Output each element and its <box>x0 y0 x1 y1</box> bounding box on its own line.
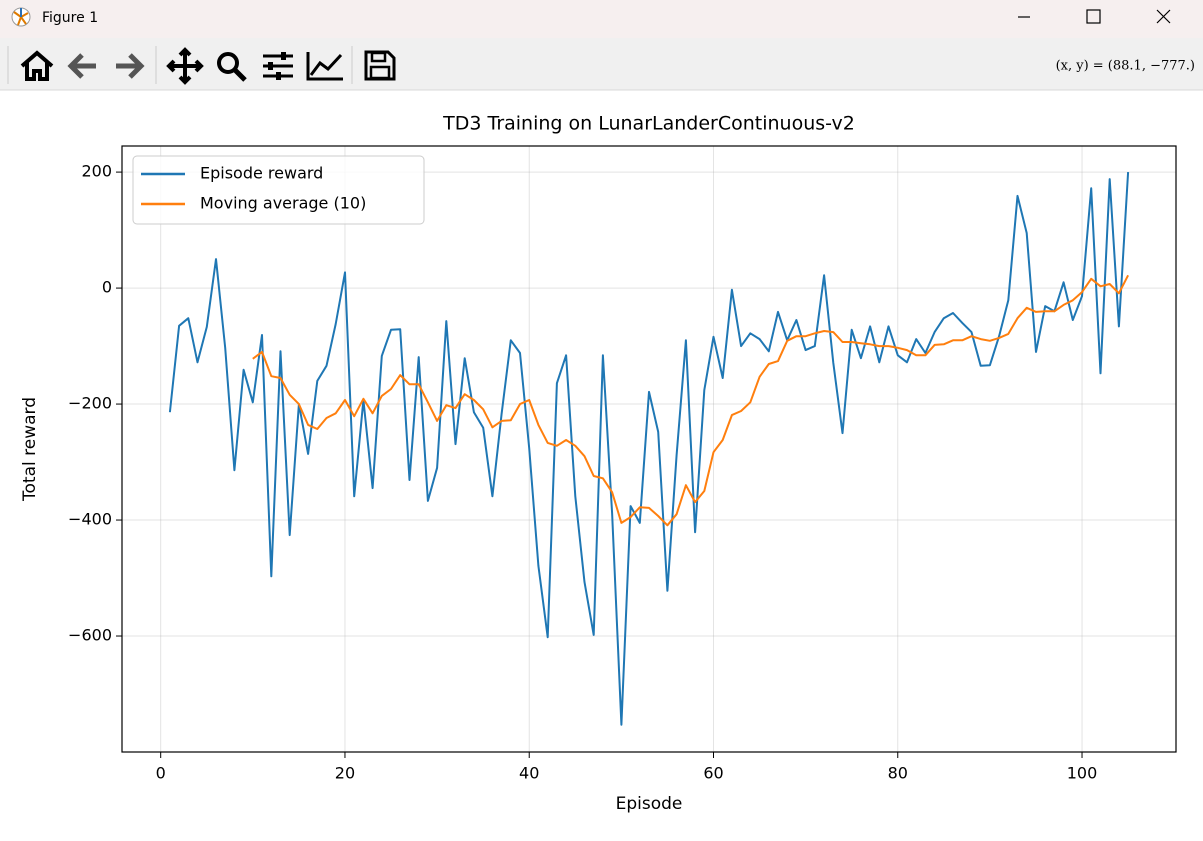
legend-label: Moving average (10) <box>200 194 366 213</box>
home-button[interactable] <box>20 50 54 81</box>
save-button[interactable] <box>364 50 396 81</box>
x-axis-label: Episode <box>616 794 683 814</box>
legend-box <box>132 155 425 225</box>
data-line <box>168 172 1130 726</box>
x-tick-label: 60 <box>703 764 723 783</box>
axes-button[interactable] <box>306 52 343 81</box>
axes-frame <box>121 145 1177 753</box>
pan-button[interactable] <box>166 47 204 85</box>
app-icon <box>11 7 31 27</box>
coordinate-status: (x, y) = (88.1, −777.) <box>1056 59 1195 74</box>
title-bar <box>0 0 1203 38</box>
chart: TD3 Training on LunarLanderContinuous-v2… <box>20 113 1177 814</box>
y-tick-label: 0 <box>102 278 112 297</box>
window-title: Figure 1 <box>42 10 98 26</box>
maximize-button[interactable] <box>1086 9 1101 24</box>
close-button[interactable] <box>1156 9 1171 24</box>
plot-area <box>168 172 1130 726</box>
x-tick-label: 40 <box>519 764 539 783</box>
zoom-button[interactable] <box>217 52 247 82</box>
y-tick-label: −600 <box>68 626 112 645</box>
subplots-button[interactable] <box>263 52 293 80</box>
data-line <box>252 274 1129 527</box>
y-tick-label: −200 <box>68 394 112 413</box>
forward-button[interactable] <box>116 53 145 79</box>
x-tick-label: 20 <box>335 764 355 783</box>
x-tick-label: 80 <box>888 764 908 783</box>
y-axis-label: Total reward <box>20 397 40 502</box>
chart-title: TD3 Training on LunarLanderContinuous-v2 <box>442 113 855 135</box>
legend-label: Episode reward <box>200 164 323 183</box>
back-button[interactable] <box>67 53 96 79</box>
x-tick-label: 100 <box>1067 764 1098 783</box>
x-tick-label: 0 <box>156 764 166 783</box>
y-tick-label: −400 <box>68 510 112 529</box>
y-tick-label: 200 <box>81 162 112 181</box>
